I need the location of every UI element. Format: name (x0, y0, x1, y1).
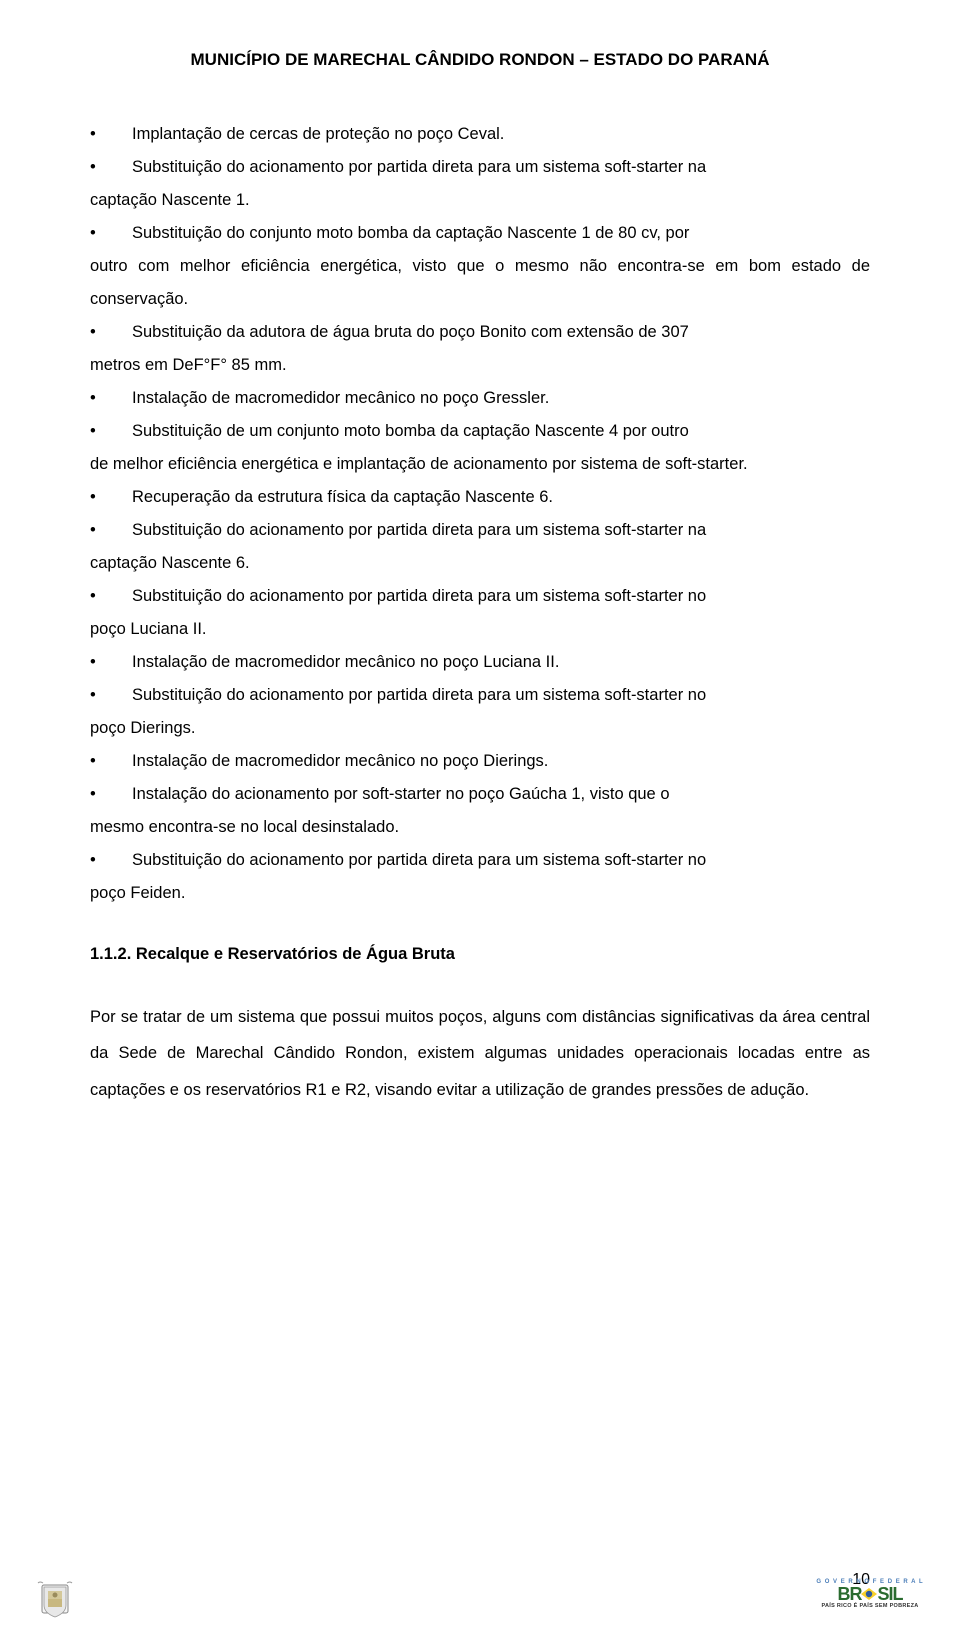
bullet-continuation: de melhor eficiência energética e implan… (90, 448, 870, 481)
bullet-item: Substituição do acionamento por partida … (90, 514, 870, 547)
bullet-continuation: poço Feiden. (90, 877, 870, 910)
brasil-main-text: BRSIL (837, 1586, 902, 1602)
bullet-item: Instalação de macromedidor mecânico no p… (90, 382, 870, 415)
bullet-item: Substituição do conjunto moto bomba da c… (90, 217, 870, 250)
bullet-item: Substituição do acionamento por partida … (90, 580, 870, 613)
bullet-item: Substituição do acionamento por partida … (90, 679, 870, 712)
bullet-item: Recuperação da estrutura física da capta… (90, 481, 870, 514)
bullet-item: Substituição do acionamento por partida … (90, 844, 870, 877)
bullet-continuation: mesmo encontra-se no local desinstalado. (90, 811, 870, 844)
brasil-sub-text: PAÍS RICO É PAÍS SEM POBREZA (821, 1603, 918, 1609)
section-paragraph: Por se tratar de um sistema que possui m… (90, 999, 870, 1108)
brasil-top-text: G O V E R N O F E D E R A L (816, 1579, 923, 1585)
bullet-continuation: poço Dierings. (90, 712, 870, 745)
bullet-item: Instalação do acionamento por soft-start… (90, 778, 870, 811)
bullet-item: Substituição do acionamento por partida … (90, 151, 870, 184)
coat-of-arms-icon (30, 1577, 80, 1623)
bullet-item: Instalação de macromedidor mecânico no p… (90, 646, 870, 679)
brasil-logo-icon: G O V E R N O F E D E R A L BRSIL PAÍS R… (810, 1579, 930, 1623)
document-header: MUNICÍPIO DE MARECHAL CÂNDIDO RONDON – E… (90, 50, 870, 70)
bullet-continuation: captação Nascente 1. (90, 184, 870, 217)
bullet-item: Substituição de um conjunto moto bomba d… (90, 415, 870, 448)
bullet-list: Implantação de cercas de proteção no poç… (90, 118, 870, 910)
bullet-continuation: poço Luciana II. (90, 613, 870, 646)
bullet-item: Substituição da adutora de água bruta do… (90, 316, 870, 349)
bullet-continuation: outro com melhor eficiência energética, … (90, 250, 870, 316)
bullet-continuation: metros em DeF°F° 85 mm. (90, 349, 870, 382)
bullet-continuation: captação Nascente 6. (90, 547, 870, 580)
bullet-item: Instalação de macromedidor mecânico no p… (90, 745, 870, 778)
bullet-item: Implantação de cercas de proteção no poç… (90, 118, 870, 151)
section-heading: 1.1.2. Recalque e Reservatórios de Água … (90, 945, 870, 964)
